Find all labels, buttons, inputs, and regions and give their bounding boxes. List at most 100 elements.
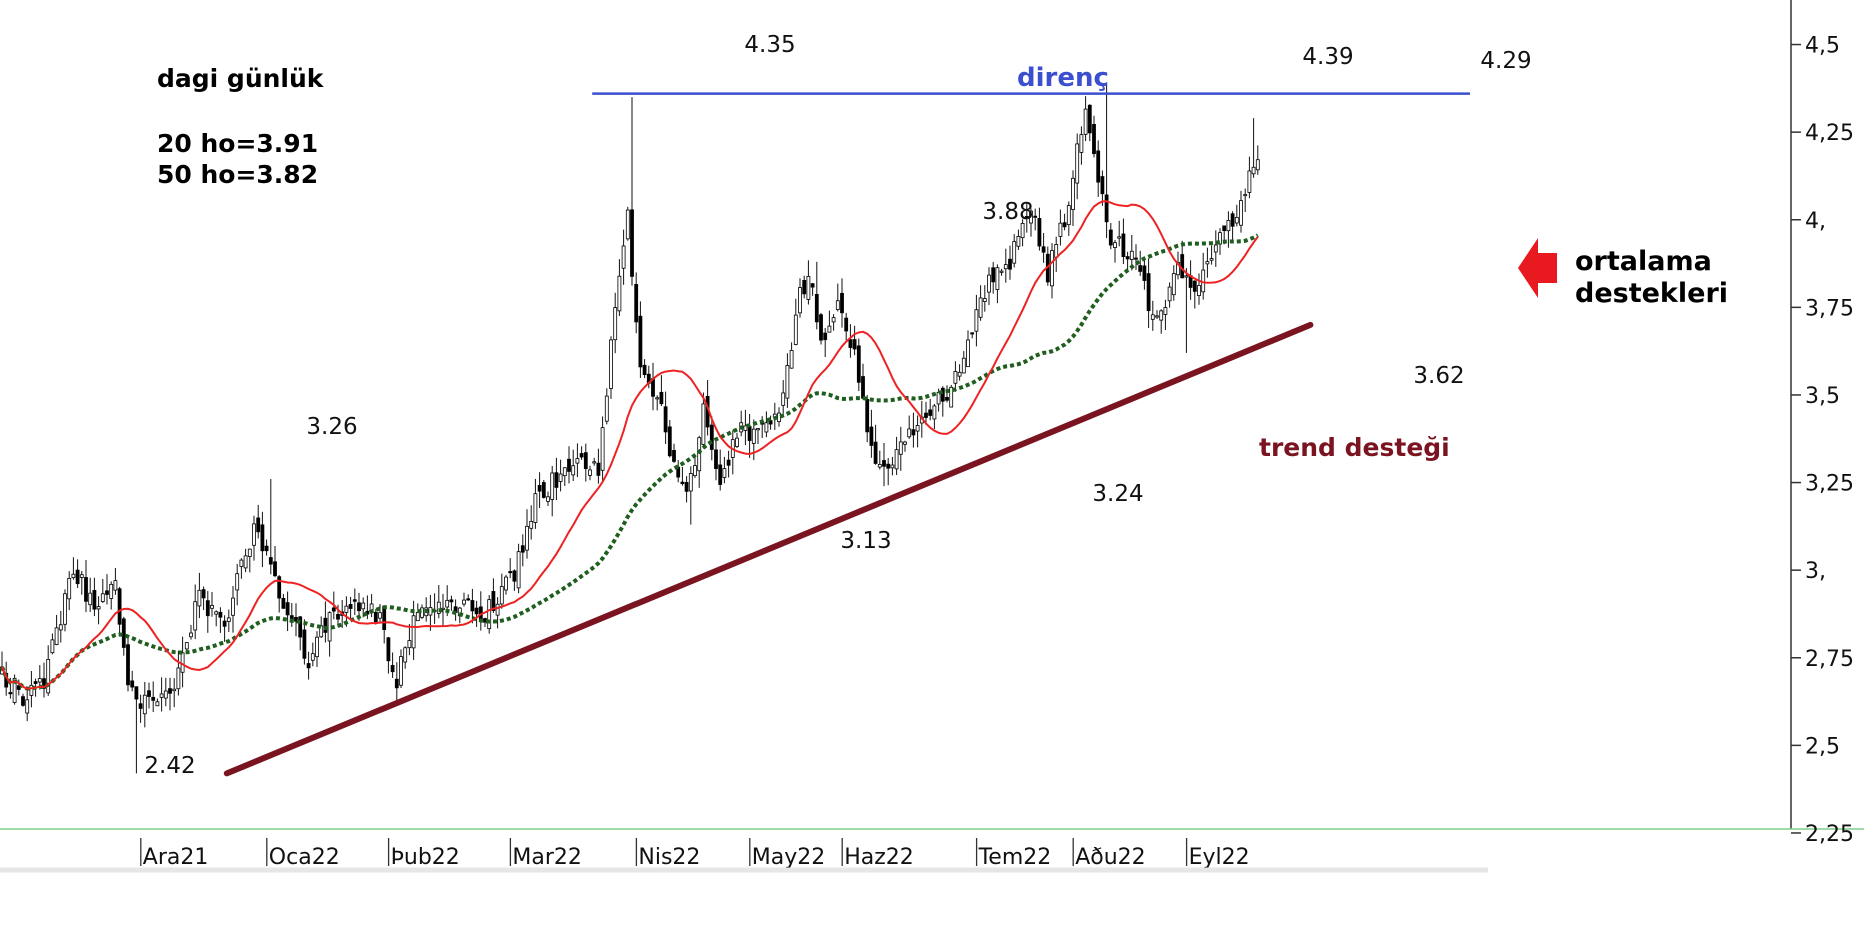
x-tick-label: Oca22 (269, 845, 340, 870)
candle (1108, 222, 1113, 250)
candle-body (604, 395, 609, 422)
candle (1209, 245, 1214, 265)
candle (84, 560, 88, 613)
candle (613, 292, 618, 354)
candle-body (126, 644, 130, 686)
y-tick-label: 3, (1805, 559, 1826, 584)
candle (1146, 258, 1151, 328)
candle (222, 615, 227, 642)
candle-body (504, 576, 508, 591)
candle (449, 595, 454, 611)
candle (201, 586, 206, 611)
candle (730, 430, 735, 475)
candle-body (138, 703, 143, 709)
candle (936, 388, 941, 412)
candle (714, 437, 718, 481)
candle-body (630, 209, 634, 277)
candle-body (848, 339, 853, 348)
candle-body (411, 615, 416, 649)
candle (1138, 250, 1143, 276)
candle (781, 380, 786, 417)
candle (1016, 229, 1021, 250)
candle-body (88, 592, 93, 606)
candle-body (394, 678, 399, 689)
ma20-label: 20 ho=3.91 (157, 129, 318, 158)
candle (966, 330, 970, 368)
candle (306, 651, 311, 680)
candle-body (835, 300, 840, 310)
candle-body (1134, 257, 1138, 260)
candle-body (75, 569, 80, 585)
callout-line2: destekleri (1575, 278, 1728, 309)
candle (487, 595, 492, 634)
candle (924, 401, 928, 425)
candle (814, 261, 819, 330)
candle (205, 590, 210, 633)
candle (142, 681, 147, 728)
candle (1188, 260, 1193, 300)
candle (1255, 145, 1260, 175)
candle (453, 599, 458, 621)
candle (268, 479, 273, 575)
candle-body (352, 599, 357, 602)
candle (567, 446, 571, 484)
candle-body (987, 274, 991, 293)
candle (764, 411, 769, 438)
ma50-label: 50 ho=3.82 (157, 160, 318, 189)
candle (970, 332, 975, 339)
candle (79, 570, 84, 595)
candle-body (315, 636, 319, 658)
candle-body (1138, 265, 1143, 272)
candle-body (865, 399, 870, 433)
candle-body (621, 245, 626, 269)
candle-body (1113, 242, 1117, 248)
candle-body (609, 339, 613, 389)
candle (88, 577, 93, 612)
candle (386, 636, 391, 674)
candle (575, 443, 580, 478)
candle-body (1024, 215, 1029, 218)
candle-body (319, 625, 324, 638)
candle (1121, 218, 1126, 264)
candle (1142, 260, 1147, 290)
candle (777, 407, 781, 427)
candle (352, 588, 357, 615)
candle-body (663, 406, 668, 433)
candle (189, 624, 193, 640)
candle (840, 278, 844, 328)
candle-body (12, 677, 17, 703)
y-tick-label: 2,25 (1805, 822, 1854, 847)
candle (1150, 300, 1155, 331)
candle-body (579, 453, 584, 458)
candle (147, 682, 151, 709)
x-tick-label: Tem22 (978, 845, 1052, 870)
candle (1096, 140, 1101, 197)
candle (54, 614, 59, 646)
candle-body (1033, 215, 1038, 218)
candle-body (1125, 256, 1130, 260)
candle-body (1104, 194, 1109, 223)
candle-body (1180, 254, 1185, 279)
candle-body (995, 267, 1000, 290)
candle-body (21, 696, 25, 706)
candle (264, 539, 269, 556)
candle-body (924, 412, 928, 418)
candle (197, 572, 202, 619)
candle (218, 607, 223, 633)
candle-body (562, 467, 567, 477)
candle-body (462, 599, 466, 605)
price-label-3.13: 3.13 (840, 528, 891, 554)
candle (961, 351, 966, 374)
candle-body (96, 606, 101, 610)
candle-body (999, 270, 1004, 273)
candle-body (159, 693, 164, 698)
candle-body (449, 599, 454, 603)
candle-body (428, 607, 433, 616)
candle-body (71, 573, 76, 579)
candle-body (798, 287, 802, 314)
price-label-4.39: 4.39 (1302, 44, 1353, 70)
candle (390, 652, 395, 679)
candle-body (1037, 218, 1042, 247)
candlestick-bars (0, 83, 1260, 774)
candle (373, 609, 378, 625)
